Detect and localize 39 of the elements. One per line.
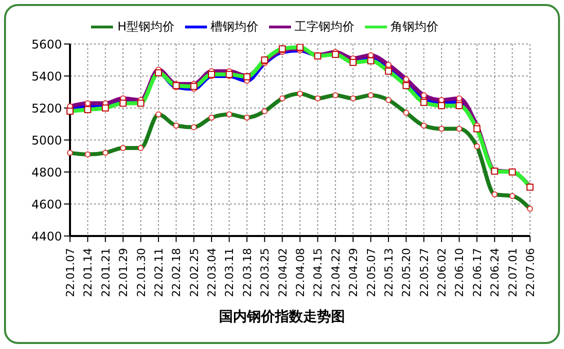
x-tick-label: 22.03.04 <box>206 248 219 297</box>
x-tick-label: 22.01.07 <box>64 248 77 297</box>
legend-label: H型钢均价 <box>117 19 175 34</box>
x-tick-label: 22.03.25 <box>258 248 272 297</box>
x-tick-label: 22.01.30 <box>134 248 148 297</box>
y-tick-label: 5600 <box>31 37 62 52</box>
x-tick-label: 22.06.17 <box>470 248 484 297</box>
x-tick-label: 22.05.13 <box>382 248 396 297</box>
y-tick-label: 5000 <box>31 133 62 148</box>
legend-label: 角钢均价 <box>390 19 439 34</box>
x-tick-label: 22.01.29 <box>117 248 130 297</box>
y-tick-label: 5200 <box>31 101 62 116</box>
x-tick-label: 22.03.18 <box>240 248 254 297</box>
x-tick-label: 22.02.11 <box>152 248 166 297</box>
y-tick-label: 5400 <box>31 69 62 84</box>
x-tick-label: 22.01.21 <box>99 248 112 297</box>
x-tick-label: 22.07.01 <box>506 248 520 297</box>
x-tick-label: 22.04.29 <box>347 248 360 297</box>
x-tick-label: 22.02.25 <box>188 248 201 297</box>
x-tick-label: 22.06.02 <box>436 248 449 297</box>
x-tick-label: 22.05.20 <box>400 248 414 297</box>
x-tick-label: 22.06.10 <box>453 248 466 297</box>
x-tick-label: 22.04.22 <box>329 248 342 297</box>
x-tick-label: 22.06.24 <box>488 248 502 297</box>
x-tick-label: 22.07.06 <box>524 248 537 297</box>
x-tick-label: 22.04.08 <box>294 248 307 297</box>
y-tick-label: 4800 <box>31 165 62 180</box>
x-tick-label: 22.05.07 <box>364 248 378 297</box>
x-tick-label: 22.04.15 <box>312 248 325 297</box>
x-tick-label: 22.02.18 <box>170 248 184 297</box>
y-tick-label: 4600 <box>31 197 62 212</box>
x-tick-label: 22.03.11 <box>223 248 236 297</box>
x-tick-label: 22.05.27 <box>418 248 431 297</box>
x-tick-label: 22.04.02 <box>276 248 290 297</box>
y-tick-label: 4400 <box>31 229 62 244</box>
legend-label: 工字钢均价 <box>294 19 355 34</box>
legend-label: 槽钢均价 <box>210 19 259 34</box>
x-tick-label: 22.01.14 <box>82 248 95 297</box>
text: 国内钢价指数走势图 <box>218 308 346 326</box>
